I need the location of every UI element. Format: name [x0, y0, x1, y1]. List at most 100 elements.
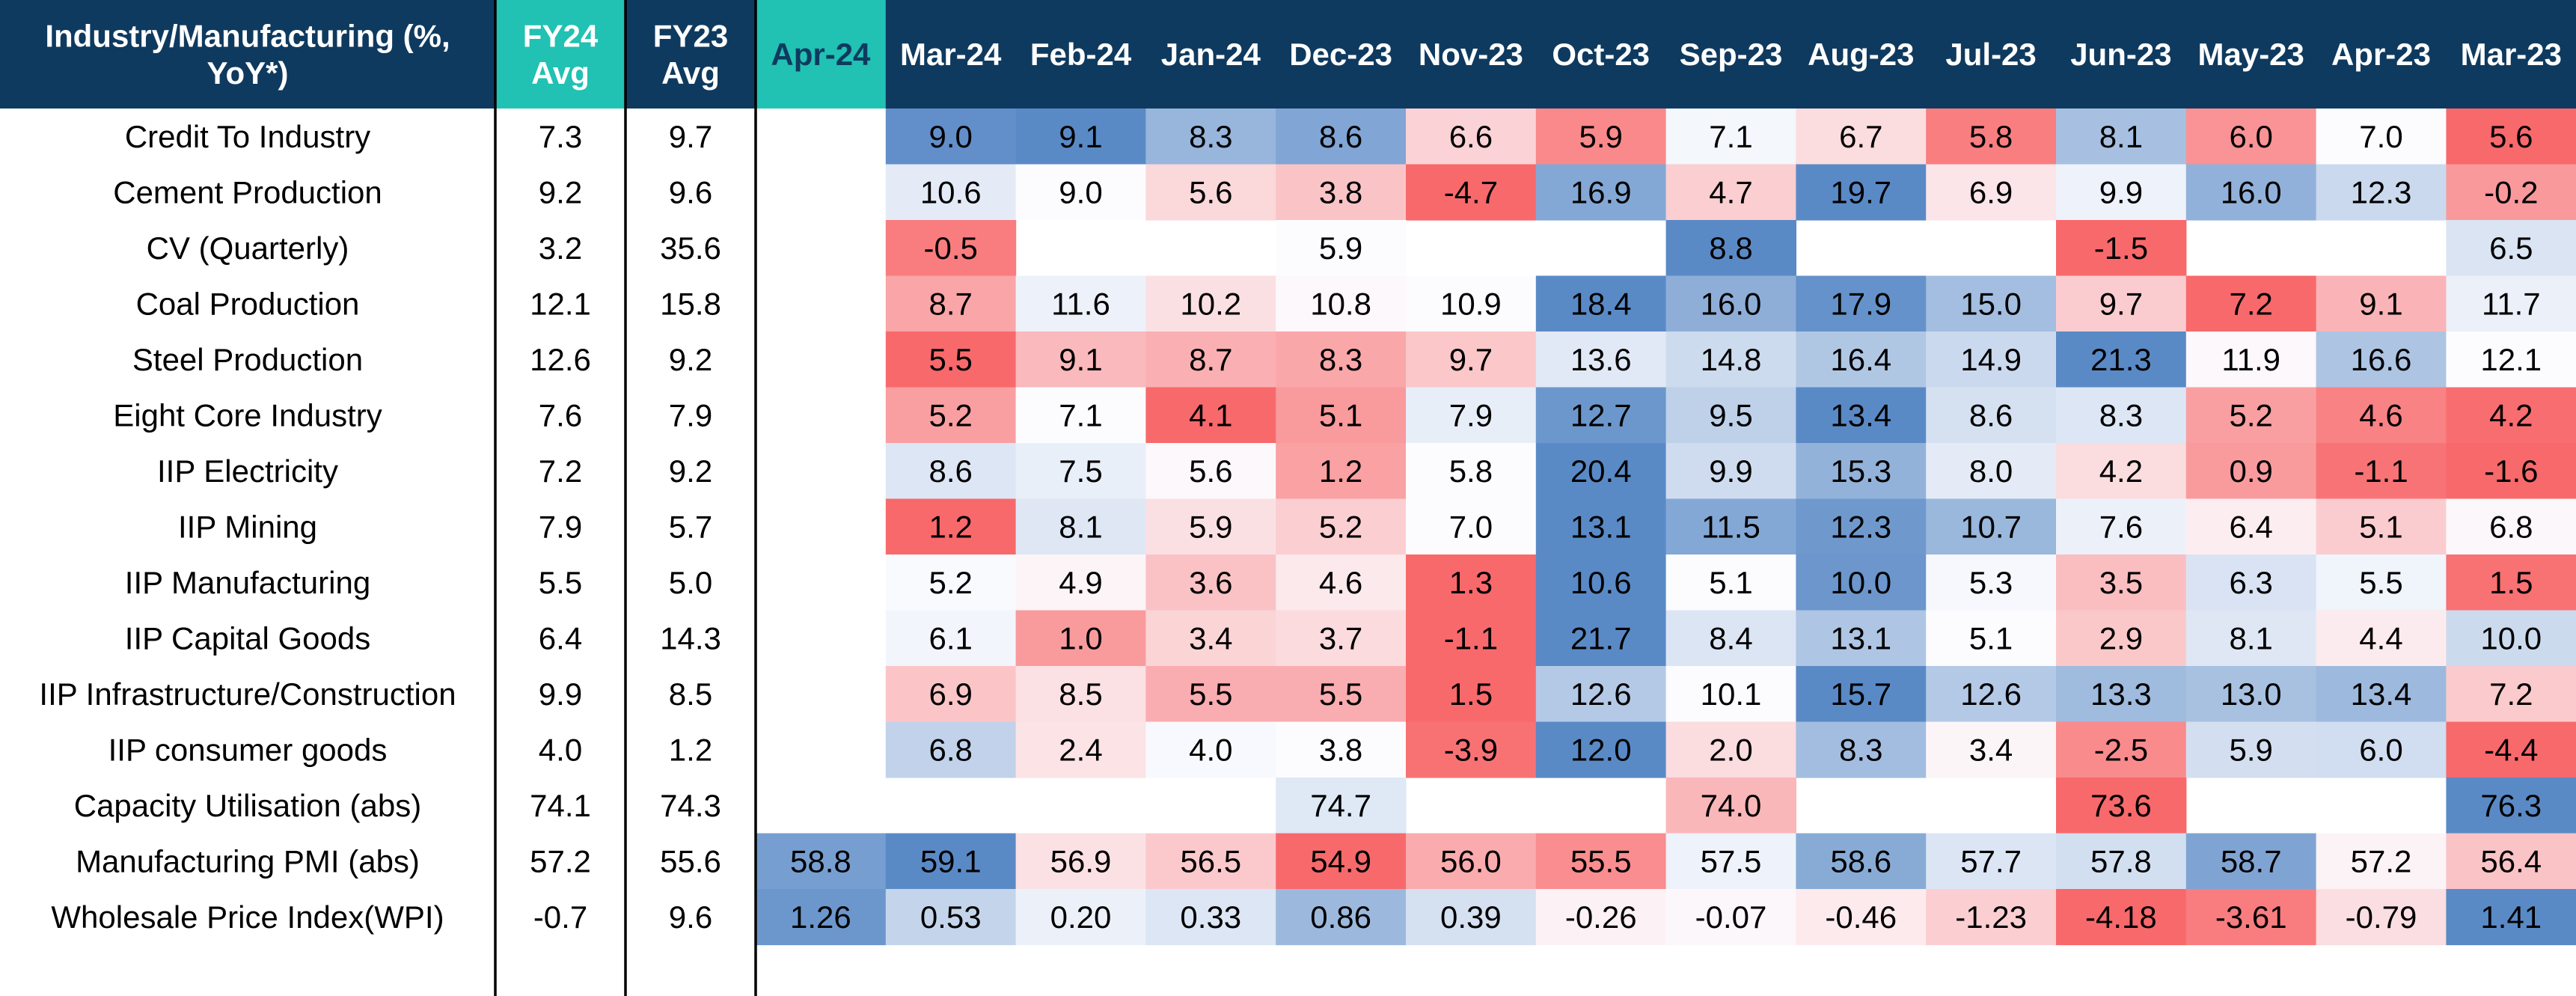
heatmap-cell — [1665, 387, 1796, 444]
heatmap-cell — [2316, 889, 2447, 946]
heatmap-cell-value: 0.86 — [1310, 899, 1371, 935]
heatmap-cell — [2185, 833, 2317, 890]
heatmap-cell — [1535, 721, 1667, 778]
heatmap-cell — [1406, 109, 1537, 165]
heatmap-cell-value: 0.39 — [1440, 899, 1502, 935]
heatmap-cell-value: 4.2 — [2489, 397, 2533, 433]
heatmap-cell — [2056, 332, 2187, 388]
heatmap-cell — [1015, 833, 1146, 890]
heatmap-cell-value: 16.0 — [2221, 174, 2282, 210]
heatmap-cell — [756, 833, 887, 890]
header-cell-jun-23 — [2056, 0, 2187, 109]
heatmap-cell-value: 9.9 — [2099, 174, 2143, 210]
row-label-manufacturing-pmi-abs: Manufacturing PMI (abs) — [76, 843, 420, 879]
fy23-value: 5.7 — [669, 509, 712, 544]
heatmap-cell — [1015, 666, 1146, 723]
heatmap-cell — [2185, 554, 2317, 611]
heatmap-cell-value: 5.1 — [1709, 565, 1752, 600]
heatmap-cell-value: 57.2 — [2351, 843, 2412, 879]
heatmap-cell — [1535, 889, 1667, 946]
heatmap-cell — [1535, 387, 1667, 444]
heatmap-cell-value: 12.1 — [2480, 342, 2542, 377]
heatmap-cell-value: 9.7 — [2099, 286, 2143, 321]
month-header-jul-23: Jul-23 — [1945, 37, 2036, 72]
heatmap-cell-value: 73.6 — [2090, 788, 2152, 823]
heatmap-cell-value: -1.5 — [2094, 230, 2148, 266]
heatmap-cell-value: 20.4 — [1570, 453, 1632, 489]
heatmap-cell — [1665, 109, 1796, 165]
heatmap-cell — [2056, 443, 2187, 500]
header-cell-apr-23 — [2316, 0, 2447, 109]
month-header-apr-23: Apr-23 — [2331, 37, 2431, 72]
heatmap-cell-value: 7.9 — [1449, 397, 1493, 433]
row-label-iip-mining: IIP Mining — [178, 509, 317, 544]
heatmap-cell — [2185, 721, 2317, 778]
heatmap-cell-value: 5.3 — [1969, 565, 2013, 600]
heatmap-cell-value: 6.0 — [2230, 119, 2273, 154]
heatmap-cell-value: 12.7 — [1570, 397, 1632, 433]
row-label-iip-electricity: IIP Electricity — [157, 453, 338, 489]
heatmap-cell-value: 11.7 — [2482, 286, 2541, 321]
heatmap-cell — [2185, 332, 2317, 388]
heatmap-cell-value: 54.9 — [1310, 843, 1371, 879]
heatmap-cell — [2446, 387, 2576, 444]
heatmap-cell-value: 5.1 — [2359, 509, 2402, 544]
table-borders — [494, 0, 757, 996]
heatmap-cell — [2446, 109, 2576, 165]
heatmap-cell — [885, 666, 1017, 723]
heatmap-cell — [1665, 833, 1796, 890]
heatmap-cell-value: 56.4 — [2480, 843, 2542, 879]
fy24-value: 74.1 — [530, 788, 591, 823]
heatmap-cell-value: 5.9 — [1319, 230, 1362, 266]
heatmap-cell — [1145, 164, 1276, 221]
heatmap-cell-value: 2.0 — [1709, 732, 1752, 767]
heatmap-cell — [1796, 554, 1927, 611]
heatmap-cell — [1145, 275, 1276, 332]
heatmap-cell — [1665, 777, 1796, 834]
month-header-may-23: May-23 — [2197, 37, 2304, 72]
heatmap-cell-value: 6.1 — [929, 620, 973, 656]
heatmap-cell — [1926, 554, 2057, 611]
heatmap-cell — [1535, 109, 1667, 165]
heatmap-cell — [1796, 833, 1927, 890]
heatmap-cell-value: 58.8 — [790, 843, 851, 879]
fy24-value: 7.3 — [539, 119, 582, 154]
heatmap-cell — [1796, 443, 1927, 500]
fy23-value: 7.9 — [669, 397, 712, 433]
month-header-feb-24: Feb-24 — [1030, 37, 1132, 72]
row-label-iip-capital-goods: IIP Capital Goods — [125, 620, 370, 656]
heatmap-cell-value: 5.5 — [1189, 676, 1232, 712]
summary-header-fy23-avg: FY23 Avg — [653, 18, 728, 91]
heatmap-cell-value: 8.7 — [929, 286, 973, 321]
heatmap-cell-value: 8.7 — [1189, 342, 1232, 377]
heatmap-cell-value: 0.33 — [1180, 899, 1241, 935]
heatmap-cell-value: 3.4 — [1969, 732, 2013, 767]
heatmap-cell-value: 6.8 — [2489, 509, 2533, 544]
heatmap-cell-value: 13.0 — [2221, 676, 2282, 712]
heatmap-cell — [1535, 666, 1667, 723]
heatmap-cell-value: 7.0 — [2359, 119, 2402, 154]
heatmap-cell-value: 1.0 — [1059, 620, 1102, 656]
heatmap-cell-value: 14.8 — [1701, 342, 1762, 377]
fy23-value: 55.6 — [660, 843, 721, 879]
fy24-value: 4.0 — [539, 732, 582, 767]
heatmap-cell-value: 9.0 — [1059, 174, 1102, 210]
heatmap-cell — [756, 889, 887, 946]
heatmap-cell — [1665, 443, 1796, 500]
heatmap-cell — [885, 220, 1017, 277]
heatmap-cell-value: 6.6 — [1449, 119, 1493, 154]
fy24-value: 7.2 — [539, 453, 582, 489]
heatmap-cell-value: 74.7 — [1310, 788, 1371, 823]
heatmap-cell — [2185, 164, 2317, 221]
heatmap-cell-value: 8.0 — [1969, 453, 2013, 489]
heatmap-cell-value: 5.1 — [1319, 397, 1362, 433]
heatmap-cell-value: 3.8 — [1319, 174, 1362, 210]
heatmap-cell — [1145, 889, 1276, 946]
heatmap-cell-value: 4.6 — [2359, 397, 2402, 433]
heatmap-cell — [2316, 443, 2447, 500]
heatmap-cell — [1665, 610, 1796, 667]
heatmap-cell-value: -1.1 — [1444, 620, 1498, 656]
header-cell-fy23 — [625, 0, 756, 109]
heatmap-cell-value: 12.3 — [1830, 509, 1891, 544]
